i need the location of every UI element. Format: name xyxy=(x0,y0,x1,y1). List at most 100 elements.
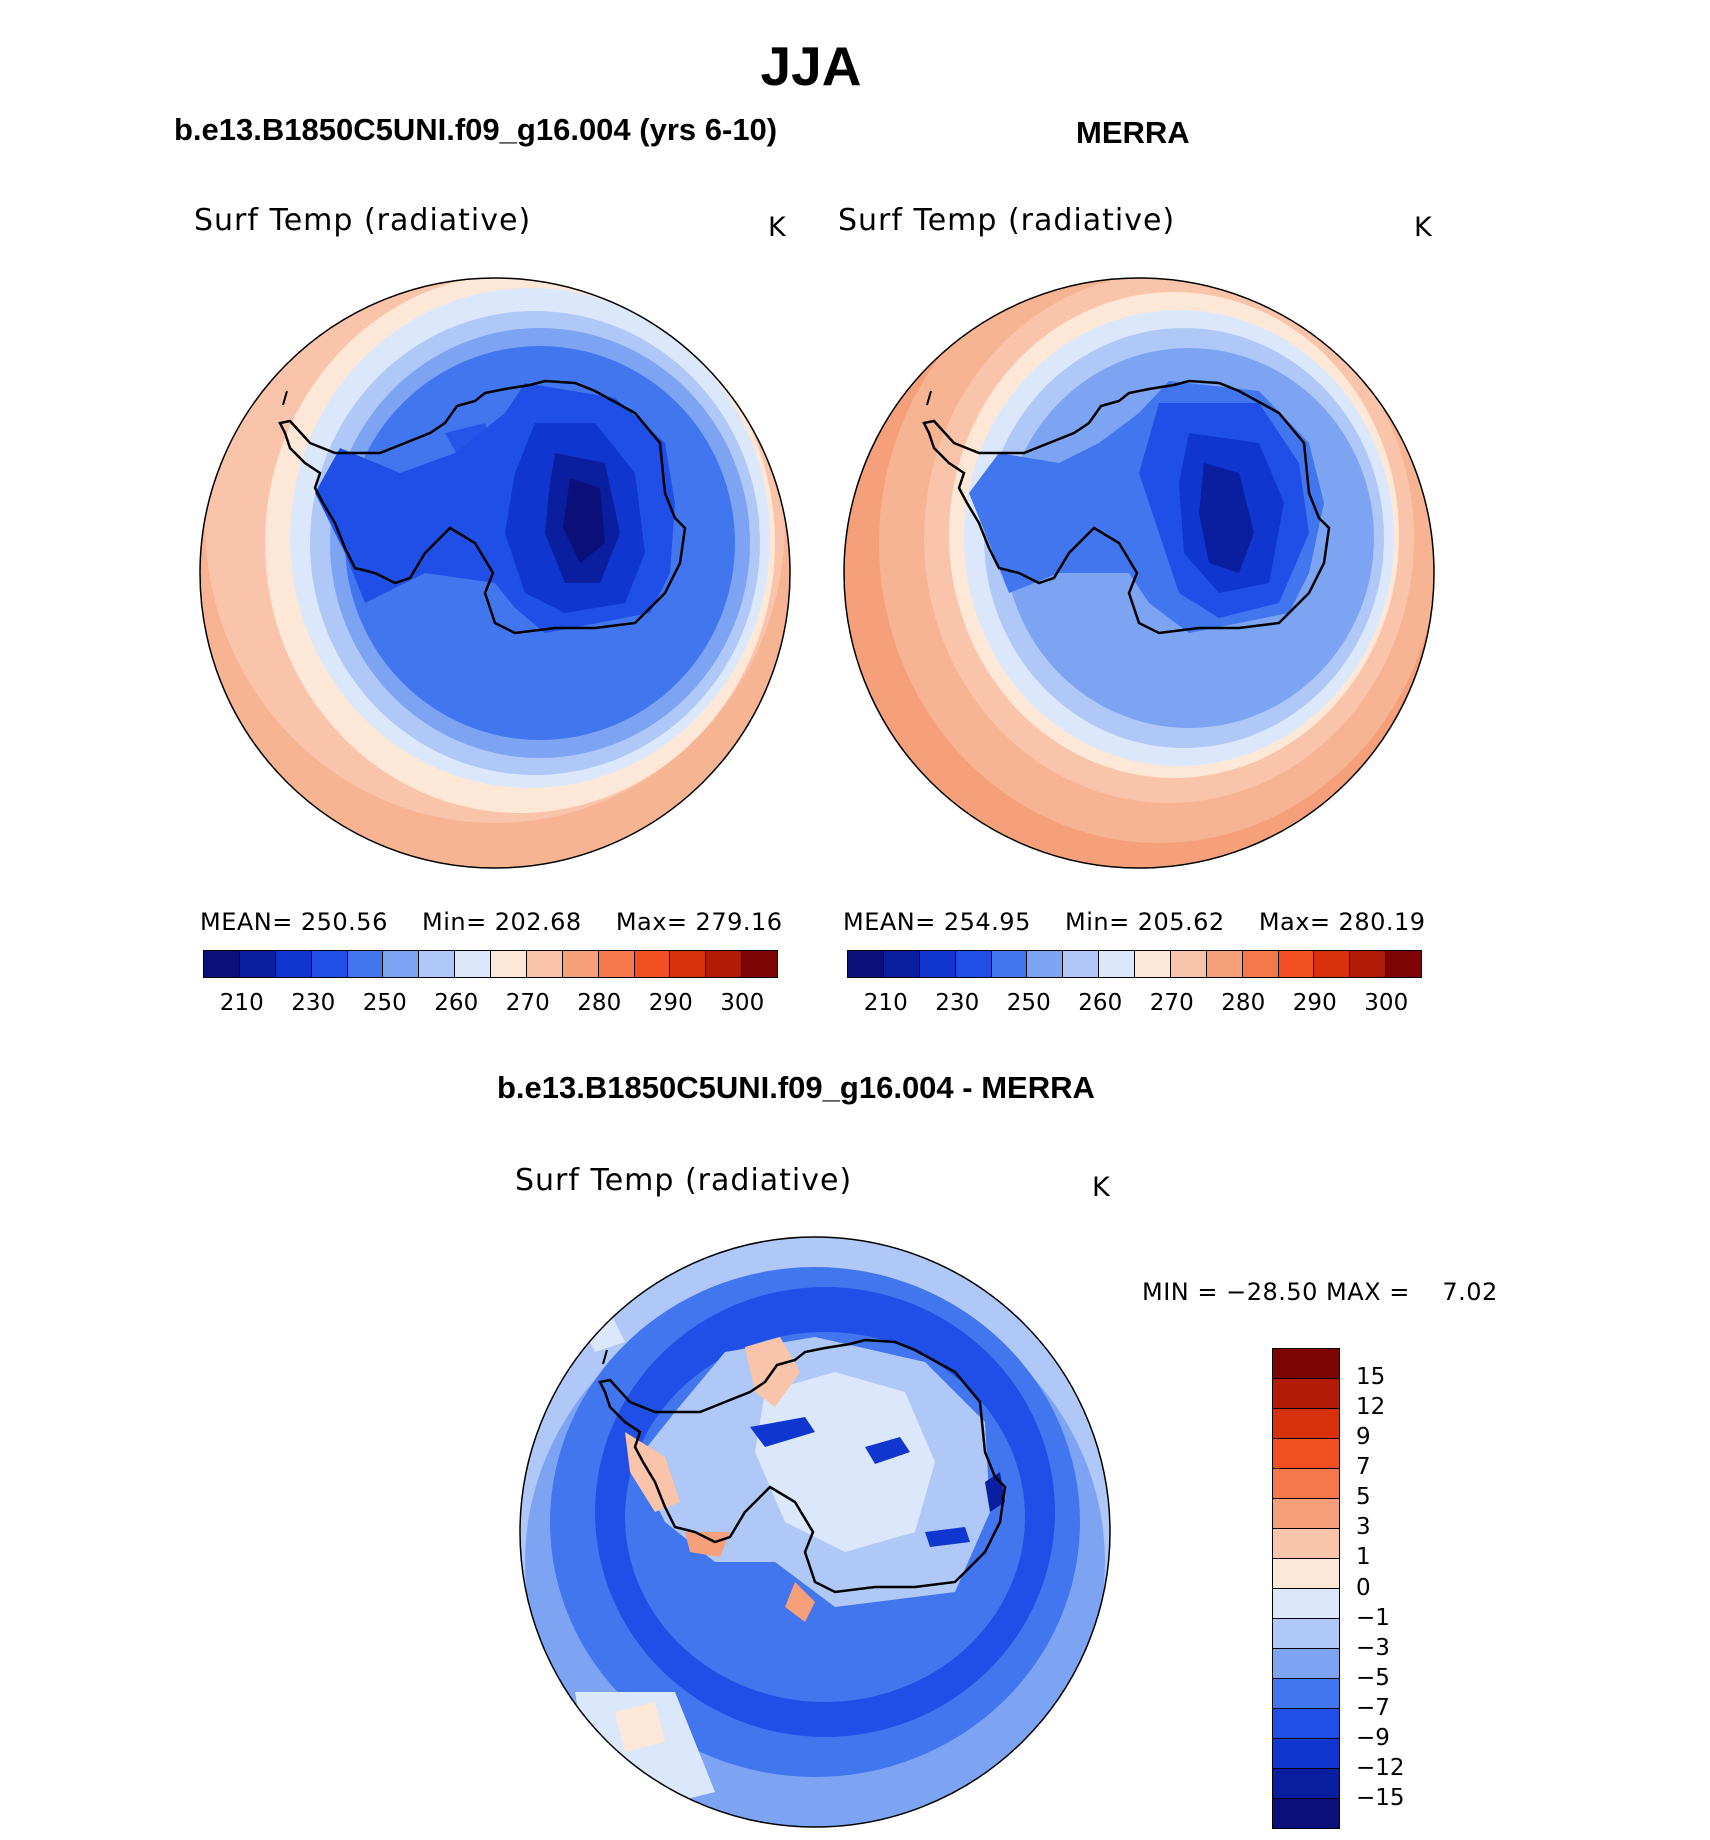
colorbar-swatch xyxy=(1273,1439,1339,1469)
colorbar-swatch xyxy=(1314,951,1351,977)
colorbar-tick-label: −3 xyxy=(1356,1634,1390,1661)
colorbar-swatch xyxy=(562,951,599,977)
obs-coastline xyxy=(922,379,1331,635)
colorbar-swatch xyxy=(1170,951,1207,977)
model-units-label: K xyxy=(768,212,786,243)
model-panel-title: b.e13.B1850C5UNI.f09_g16.004 (yrs 6-10) xyxy=(174,112,778,147)
colorbar-swatch xyxy=(991,951,1028,977)
colorbar-swatch xyxy=(1273,1799,1339,1828)
colorbar-swatch xyxy=(1386,951,1421,977)
colorbar-tick-label: 5 xyxy=(1356,1484,1371,1511)
diff-panel-title: b.e13.B1850C5UNI.f09_g16.004 - MERRA xyxy=(497,1070,1095,1105)
colorbar-tick-label: −1 xyxy=(1356,1604,1390,1631)
colorbar-swatch xyxy=(1273,1679,1339,1709)
colorbar-swatch xyxy=(1135,951,1171,977)
colorbar-swatch xyxy=(204,951,240,977)
diff-polar-map xyxy=(519,1236,1111,1828)
colorbar-tick-label: −7 xyxy=(1356,1694,1390,1721)
colorbar-swatch xyxy=(347,951,384,977)
colorbar-swatch xyxy=(455,951,491,977)
obs-panel-title: MERRA xyxy=(1076,115,1190,150)
diff-units-label: K xyxy=(1092,1172,1110,1203)
model-colorbar xyxy=(203,950,778,978)
colorbar-swatch xyxy=(1273,1349,1339,1379)
diff-colorbar xyxy=(1272,1348,1340,1829)
colorbar-swatch xyxy=(419,951,456,977)
colorbar-swatch xyxy=(955,951,992,977)
colorbar-swatch xyxy=(1273,1769,1339,1799)
colorbar-swatch xyxy=(491,951,527,977)
colorbar-swatch xyxy=(1278,951,1315,977)
colorbar-tick-label: −12 xyxy=(1356,1754,1405,1781)
colorbar-tick-label: 260 xyxy=(1078,990,1123,1016)
colorbar-swatch xyxy=(383,951,420,977)
obs-colorbar-ticks: 210 230 250 260 270 280 290 300 xyxy=(850,990,1422,1016)
colorbar-tick-label: −15 xyxy=(1356,1784,1405,1811)
model-polar-map xyxy=(199,277,791,869)
colorbar-swatch xyxy=(848,951,884,977)
colorbar-tick-label: 300 xyxy=(720,990,765,1016)
diff-coastline xyxy=(598,1338,1007,1594)
colorbar-swatch xyxy=(1273,1469,1339,1499)
model-coastline xyxy=(278,379,687,635)
colorbar-swatch xyxy=(1242,951,1279,977)
colorbar-swatch xyxy=(275,951,312,977)
obs-stats: MEAN= 254.95 Min= 205.62 Max= 280.19 xyxy=(843,908,1426,936)
colorbar-swatch xyxy=(883,951,920,977)
colorbar-swatch xyxy=(526,951,563,977)
colorbar-tick-label: 15 xyxy=(1356,1364,1386,1391)
colorbar-tick-label: 270 xyxy=(1149,990,1194,1016)
model-variable-label: Surf Temp (radiative) xyxy=(194,203,532,238)
colorbar-swatch xyxy=(1273,1739,1339,1769)
colorbar-tick-label: 0 xyxy=(1356,1574,1371,1601)
diff-variable-label: Surf Temp (radiative) xyxy=(515,1163,853,1198)
colorbar-swatch xyxy=(1273,1589,1339,1619)
colorbar-tick-label: 210 xyxy=(863,990,908,1016)
obs-colorbar xyxy=(847,950,1422,978)
colorbar-tick-label: 250 xyxy=(362,990,407,1016)
colorbar-swatch xyxy=(1273,1409,1339,1439)
colorbar-swatch xyxy=(1063,951,1100,977)
colorbar-swatch xyxy=(1273,1709,1339,1739)
colorbar-swatch xyxy=(1099,951,1135,977)
colorbar-tick-label: 210 xyxy=(219,990,264,1016)
diff-colorbar-ticks: 15 12 9 7 5 3 1 0 −1 −3 −5 −7 −9 −12 −15 xyxy=(1356,1348,1436,1829)
colorbar-swatch xyxy=(311,951,348,977)
colorbar-swatch xyxy=(1273,1559,1339,1589)
colorbar-tick-label: 230 xyxy=(291,990,336,1016)
obs-variable-label: Surf Temp (radiative) xyxy=(838,203,1176,238)
model-colorbar-ticks: 210 230 250 260 270 280 290 300 xyxy=(206,990,778,1016)
model-stats: MEAN= 250.56 Min= 202.68 Max= 279.16 xyxy=(200,908,783,936)
colorbar-tick-label: 280 xyxy=(577,990,622,1016)
colorbar-tick-label: 290 xyxy=(648,990,693,1016)
colorbar-swatch xyxy=(1206,951,1243,977)
colorbar-swatch xyxy=(1273,1649,1339,1679)
colorbar-swatch xyxy=(1350,951,1387,977)
colorbar-swatch xyxy=(1273,1529,1339,1559)
colorbar-swatch xyxy=(634,951,671,977)
colorbar-tick-label: 9 xyxy=(1356,1424,1371,1451)
colorbar-tick-label: −9 xyxy=(1356,1724,1390,1751)
colorbar-tick-label: 12 xyxy=(1356,1394,1386,1421)
colorbar-tick-label: 250 xyxy=(1006,990,1051,1016)
obs-polar-map xyxy=(843,277,1435,869)
colorbar-tick-label: 3 xyxy=(1356,1514,1371,1541)
colorbar-tick-label: −5 xyxy=(1356,1664,1390,1691)
colorbar-tick-label: 280 xyxy=(1221,990,1266,1016)
colorbar-swatch xyxy=(742,951,777,977)
colorbar-swatch xyxy=(1273,1619,1339,1649)
colorbar-tick-label: 290 xyxy=(1292,990,1337,1016)
colorbar-tick-label: 230 xyxy=(935,990,980,1016)
colorbar-swatch xyxy=(239,951,276,977)
colorbar-swatch xyxy=(670,951,707,977)
obs-units-label: K xyxy=(1414,212,1432,243)
colorbar-swatch xyxy=(598,951,635,977)
colorbar-tick-label: 300 xyxy=(1364,990,1409,1016)
colorbar-swatch xyxy=(1273,1379,1339,1409)
figure-title: JJA xyxy=(760,35,862,97)
colorbar-swatch xyxy=(706,951,743,977)
colorbar-swatch xyxy=(919,951,956,977)
colorbar-tick-label: 260 xyxy=(434,990,479,1016)
colorbar-swatch xyxy=(1027,951,1064,977)
colorbar-tick-label: 270 xyxy=(505,990,550,1016)
